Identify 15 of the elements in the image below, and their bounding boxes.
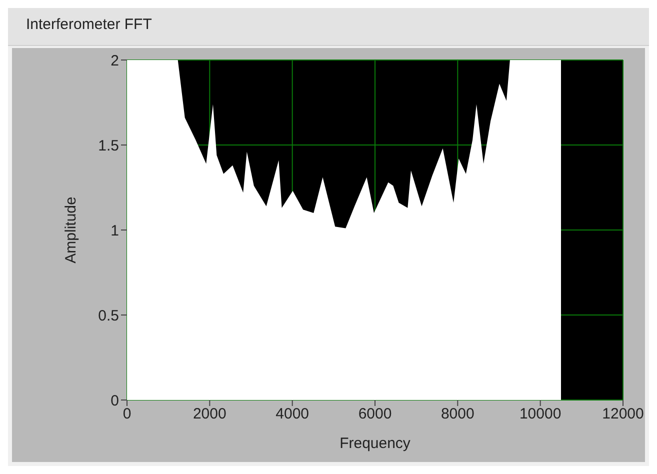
y-tick-label: 2: [110, 52, 119, 70]
x-tick-label: 4000: [276, 406, 310, 423]
y-tick-label: 0.5: [98, 307, 119, 324]
x-tick-label: 0: [122, 406, 132, 423]
x-tick-label: 8000: [440, 406, 474, 423]
chart-title: Interferometer FFT: [8, 8, 649, 46]
x-axis-title: Frequency: [340, 435, 411, 452]
y-tick-label: 1.5: [98, 137, 119, 154]
x-tick-label: 2000: [192, 406, 226, 423]
y-tick-label: 0: [110, 392, 119, 410]
x-tick-label: 6000: [358, 406, 392, 423]
y-tick-label: 1: [110, 222, 119, 240]
x-tick-label: 10000: [519, 406, 562, 423]
y-axis-title: Amplitude: [62, 196, 80, 264]
x-tick-label: 12000: [602, 406, 644, 423]
